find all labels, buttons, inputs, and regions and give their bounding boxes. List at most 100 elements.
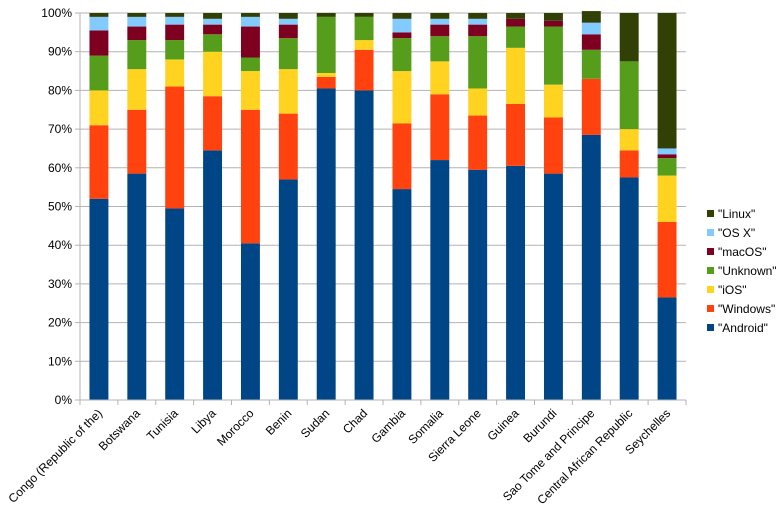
legend: "Linux" "OS X" "macOS" "Unknown" "iOS" "Windo… bbox=[707, 207, 777, 335]
bar-segment bbox=[619, 13, 639, 62]
bar-segment bbox=[468, 88, 488, 116]
bar-segment bbox=[430, 13, 450, 19]
bar-segment bbox=[316, 13, 336, 17]
bar-segment bbox=[392, 13, 412, 19]
bar-segment bbox=[657, 175, 677, 222]
bar-segment bbox=[89, 125, 109, 199]
bar-segment bbox=[506, 103, 526, 166]
x-tick-label: Morocco bbox=[214, 406, 257, 449]
bar-segment bbox=[278, 18, 298, 25]
legend-label: "Linux" bbox=[718, 207, 755, 221]
bar-segment bbox=[392, 38, 412, 72]
bar-segment bbox=[89, 55, 109, 91]
bar-segment bbox=[581, 11, 601, 23]
bar-segment bbox=[506, 18, 526, 27]
bar-segment bbox=[203, 51, 223, 97]
bar-segment bbox=[619, 177, 639, 400]
bar-segment bbox=[657, 158, 677, 176]
legend-swatch bbox=[707, 305, 714, 312]
bar-segment bbox=[619, 61, 639, 130]
bar-segment bbox=[165, 59, 185, 87]
bar-segment bbox=[581, 49, 601, 79]
bar-segment bbox=[581, 22, 601, 35]
bar-segment bbox=[657, 148, 677, 155]
bar-segment bbox=[354, 16, 374, 41]
bar-segment bbox=[430, 36, 450, 62]
bar-segment bbox=[127, 109, 147, 174]
x-tick-label: Congo (Republic of the) bbox=[6, 406, 106, 506]
x-tick-label: Benin bbox=[263, 406, 295, 438]
legend-swatch bbox=[707, 324, 714, 331]
bar-segment bbox=[430, 94, 450, 161]
bar-segment bbox=[506, 26, 526, 48]
bar-segment bbox=[468, 13, 488, 19]
bar-segment bbox=[165, 86, 185, 209]
bar-segment bbox=[543, 13, 563, 21]
bar-segment bbox=[468, 18, 488, 25]
bar-segment bbox=[468, 115, 488, 170]
bar-segment bbox=[581, 34, 601, 50]
bar-segment bbox=[203, 34, 223, 52]
x-tick-label: Botswana bbox=[96, 406, 143, 453]
bar-segment bbox=[430, 24, 450, 37]
bar-segment bbox=[392, 189, 412, 400]
bar-segment bbox=[165, 24, 185, 41]
axes bbox=[75, 12, 687, 405]
bar-segment bbox=[278, 179, 298, 400]
bar-segment bbox=[278, 69, 298, 114]
bar-segment bbox=[581, 78, 601, 135]
bar-segment bbox=[240, 243, 260, 400]
bar-segment bbox=[203, 18, 223, 25]
bar-segment bbox=[581, 134, 601, 400]
y-tick-label: 80% bbox=[48, 83, 72, 97]
bar-segment bbox=[430, 61, 450, 95]
bar-segment bbox=[392, 123, 412, 190]
bar-segment bbox=[657, 297, 677, 400]
bar-segment bbox=[240, 16, 260, 27]
bar-segment bbox=[506, 47, 526, 104]
legend-label: "Windows" bbox=[718, 302, 775, 316]
bar-segment bbox=[278, 13, 298, 19]
bar-segment bbox=[543, 84, 563, 118]
y-tick-label: 70% bbox=[48, 122, 72, 136]
x-tick-label: Guinea bbox=[484, 406, 521, 443]
x-tick-label: Sudan bbox=[298, 406, 332, 440]
y-tick-label: 50% bbox=[48, 200, 72, 214]
bar-segment bbox=[89, 30, 109, 56]
bar-segment bbox=[354, 90, 374, 401]
bar-segment bbox=[127, 13, 147, 17]
bar-segment bbox=[165, 13, 185, 17]
bar-segment bbox=[127, 16, 147, 27]
bar-segment bbox=[392, 18, 412, 33]
bar-segment bbox=[316, 76, 336, 89]
bar-segment bbox=[354, 13, 374, 17]
x-tick-label: Libya bbox=[188, 406, 218, 436]
bar-segment bbox=[430, 18, 450, 25]
legend-label: "OS X" bbox=[718, 226, 755, 240]
legend-swatch bbox=[707, 286, 714, 293]
bar-segment bbox=[278, 113, 298, 180]
y-tick-label: 20% bbox=[48, 316, 72, 330]
bar-segment bbox=[316, 88, 336, 400]
bar-segment bbox=[506, 165, 526, 400]
bar-segment bbox=[354, 49, 374, 91]
y-tick-label: 60% bbox=[48, 161, 72, 175]
bar-segment bbox=[316, 16, 336, 73]
bar-segment bbox=[203, 24, 223, 35]
bar-segment bbox=[430, 160, 450, 400]
bar-segment bbox=[278, 38, 298, 70]
bar-segment bbox=[240, 71, 260, 110]
legend-swatch bbox=[707, 267, 714, 274]
bar-segment bbox=[543, 173, 563, 400]
bar-segment bbox=[619, 129, 639, 151]
bar-segment bbox=[127, 69, 147, 110]
bar-segment bbox=[354, 40, 374, 50]
y-tick-labels: 0% 10% 20% 30% 40% 50% 60% 70% 80% 90% 100% bbox=[41, 6, 72, 407]
bar-segment bbox=[89, 16, 109, 31]
bar-segment bbox=[203, 13, 223, 19]
legend-label: "Unknown" bbox=[718, 264, 777, 278]
legend-label: "macOS" bbox=[718, 245, 767, 259]
legend-swatch bbox=[707, 210, 714, 217]
y-tick-label: 0% bbox=[55, 393, 73, 407]
